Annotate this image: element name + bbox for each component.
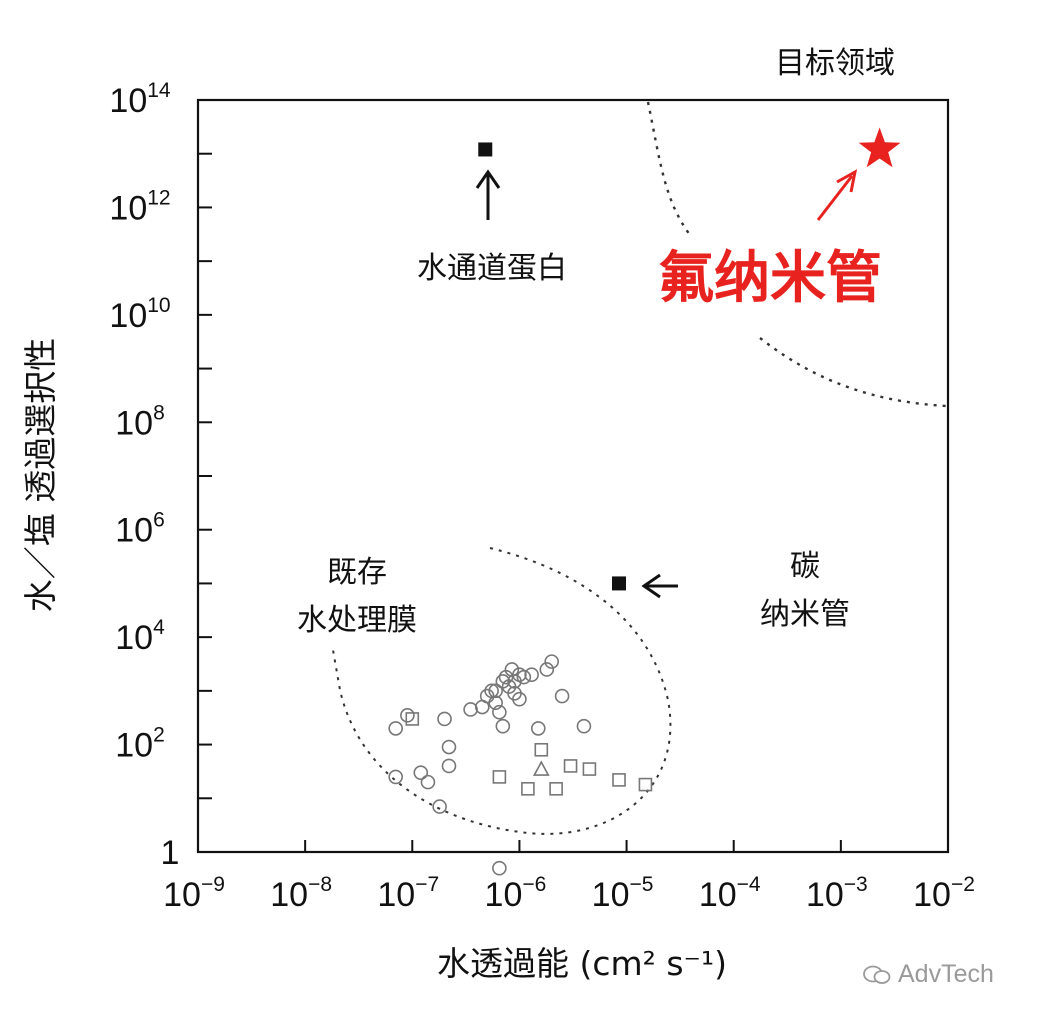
x-axis-ticks: 10−9 10−8 10−7 10−6 10−5 10−4 10−3 10−2	[163, 840, 975, 914]
square-marker	[405, 712, 420, 726]
x-tick-label: 10−9	[163, 873, 225, 914]
square-marker	[563, 759, 578, 773]
y-axis-ticks: 1 102 104 106 108 1010 1012 1014	[109, 79, 212, 872]
circle-marker	[488, 695, 503, 711]
wechat-icon	[863, 965, 891, 984]
circle-marker	[539, 662, 555, 677]
circle-marker	[437, 711, 452, 727]
x-tick-label: 10−6	[485, 873, 547, 914]
circle-marker	[492, 860, 507, 876]
circle-marker	[432, 799, 447, 814]
circle-marker	[388, 769, 403, 785]
circle-marker	[498, 669, 514, 685]
data-markers	[388, 654, 653, 876]
circle-marker	[516, 669, 532, 685]
square-marker	[582, 762, 597, 776]
circle-marker	[492, 704, 507, 720]
circle-marker	[441, 758, 457, 774]
triangle-marker	[532, 760, 550, 776]
y-tick-label: 1	[161, 834, 180, 872]
y-tick-label: 1010	[109, 294, 170, 335]
existing-membranes-label-line1: 既存	[327, 555, 387, 590]
square-marker	[612, 773, 626, 787]
x-tick-label: 10−3	[806, 873, 868, 914]
square-marker	[521, 782, 535, 796]
carbon-nanotube-marker	[612, 576, 627, 591]
square-marker	[638, 777, 653, 792]
circle-marker	[488, 683, 503, 699]
square-marker	[549, 782, 563, 796]
highlight-markers	[478, 127, 901, 591]
x-axis-title: 水透過能 (cm² s⁻¹)	[437, 944, 727, 983]
circle-marker	[388, 721, 403, 736]
y-tick-label: 102	[115, 724, 165, 765]
x-tick-label: 10−2	[913, 873, 975, 914]
y-tick-label: 1014	[109, 79, 171, 120]
circle-marker	[576, 718, 592, 734]
annotation-arrows	[475, 169, 858, 599]
aquaporin-label: 水通道蛋白	[417, 251, 567, 286]
circle-marker	[530, 721, 546, 736]
carbon-nanotube-label-line2: 纳米管	[760, 597, 850, 632]
carbon-nanotube-label-line1: 碳	[790, 549, 820, 584]
target-region-boundary-upper	[646, 101, 691, 236]
existing-membranes-label-line2: 水处理膜	[297, 603, 417, 638]
square-marker	[534, 742, 549, 757]
aquaporin-marker	[478, 142, 493, 157]
circle-marker	[495, 718, 511, 734]
carbon-nanotube-arrowhead	[641, 573, 661, 599]
circle-marker	[400, 708, 415, 723]
y-axis-title: 水／塩 透過選択性	[21, 338, 60, 613]
x-tick-label: 10−8	[270, 873, 332, 914]
existing-membranes-boundary	[332, 547, 672, 835]
circle-marker	[420, 774, 436, 790]
circle-marker	[544, 654, 559, 669]
fluorine-nanotube-star-marker	[858, 127, 901, 168]
watermark-text: AdvTech	[898, 960, 994, 988]
y-tick-label: 104	[115, 616, 165, 657]
chart-text-labels: 目标领域 水通道蛋白 氟纳米管 碳 纳米管 既存 水处理膜	[297, 46, 895, 638]
aquaporin-arrowhead	[475, 169, 501, 189]
plot-area-frame	[196, 98, 950, 854]
y-tick-label: 1012	[109, 186, 170, 227]
fluorine-nanotube-label: 氟纳米管	[658, 246, 882, 311]
circle-marker	[441, 739, 457, 755]
circle-marker	[524, 667, 539, 682]
circle-marker	[512, 691, 527, 707]
y-tick-label: 106	[115, 509, 165, 550]
square-marker	[492, 770, 507, 784]
y-tick-label: 108	[115, 401, 165, 442]
x-tick-label: 10−5	[592, 873, 654, 914]
target-region-boundary-lower	[759, 337, 947, 408]
region-boundaries	[332, 101, 947, 835]
circle-marker	[413, 765, 429, 780]
watermark: AdvTech	[862, 960, 994, 989]
fluorine-nanotube-arrowhead	[836, 169, 858, 193]
x-tick-label: 10−4	[699, 873, 761, 914]
target-region-label: 目标领域	[775, 46, 895, 81]
x-tick-label: 10−7	[377, 873, 439, 914]
circle-marker	[463, 702, 478, 717]
circle-marker	[554, 688, 570, 704]
circle-marker	[507, 674, 522, 689]
fluorine-nanotube-arrow	[816, 175, 854, 221]
